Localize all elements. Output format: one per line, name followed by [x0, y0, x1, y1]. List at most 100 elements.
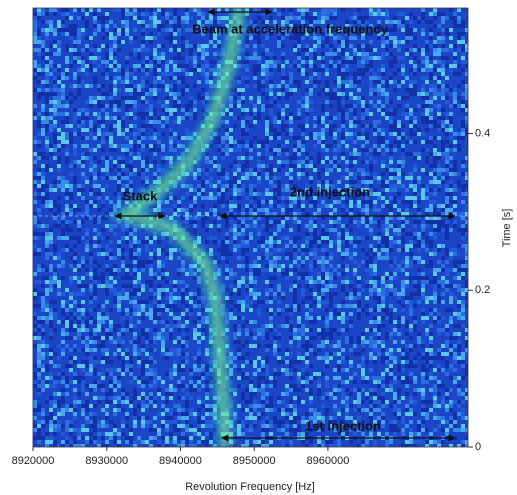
speckle	[173, 92, 177, 96]
speckle	[121, 116, 125, 120]
speckle	[241, 172, 245, 176]
speckle	[41, 88, 45, 92]
speckle	[377, 128, 381, 132]
speckle	[317, 12, 321, 16]
speckle	[389, 160, 393, 164]
speckle	[129, 248, 133, 252]
speckle	[449, 284, 453, 288]
speckle	[313, 248, 317, 252]
speckle	[133, 124, 137, 128]
speckle	[33, 284, 37, 288]
speckle	[401, 112, 405, 116]
speckle	[201, 180, 205, 184]
speckle	[205, 16, 209, 20]
speckle	[101, 188, 105, 192]
speckle	[333, 48, 337, 52]
speckle	[333, 64, 337, 68]
speckle	[385, 80, 389, 84]
speckle	[89, 32, 93, 36]
speckle	[237, 224, 241, 228]
speckle	[321, 16, 325, 20]
speckle	[49, 172, 53, 176]
speckle	[73, 112, 77, 116]
speckle	[37, 276, 41, 280]
speckle	[297, 116, 301, 120]
speckle	[269, 204, 273, 208]
speckle	[269, 224, 273, 228]
speckle	[57, 264, 61, 268]
speckle	[41, 276, 45, 280]
speckle	[145, 40, 149, 44]
speckle	[225, 244, 229, 248]
speckle	[377, 168, 381, 172]
speckle	[245, 152, 249, 156]
speckle	[429, 208, 433, 212]
speckle	[297, 124, 301, 128]
speckle	[337, 100, 341, 104]
speckle	[453, 184, 457, 188]
speckle	[121, 68, 125, 72]
speckle	[249, 168, 253, 172]
speckle	[321, 116, 325, 120]
speckle	[261, 108, 265, 112]
speckle	[289, 256, 293, 260]
speckle	[37, 96, 41, 100]
speckle	[409, 160, 413, 164]
speckle	[197, 76, 201, 80]
speckle	[313, 16, 317, 20]
speckle	[317, 136, 321, 140]
speckle	[73, 164, 77, 168]
speckle	[325, 16, 329, 20]
speckle	[345, 68, 349, 72]
speckle	[181, 80, 185, 84]
speckle	[461, 80, 465, 84]
speckle	[413, 36, 417, 40]
speckle	[353, 240, 357, 244]
speckle	[109, 48, 113, 52]
speckle	[457, 212, 461, 216]
speckle	[445, 284, 449, 288]
speckle	[45, 140, 49, 144]
speckle	[305, 268, 309, 272]
speckle	[393, 176, 397, 180]
speckle	[133, 88, 137, 92]
speckle	[301, 248, 305, 252]
speckle	[433, 144, 437, 148]
speckle	[353, 60, 357, 64]
speckle	[297, 168, 301, 172]
speckle	[97, 276, 101, 280]
speckle	[117, 40, 121, 44]
speckle	[77, 76, 81, 80]
speckle	[201, 208, 205, 212]
speckle	[101, 36, 105, 40]
speckle	[337, 40, 341, 44]
speckle	[133, 100, 137, 104]
speckle	[377, 224, 381, 228]
speckle	[85, 64, 89, 68]
speckle	[93, 44, 97, 48]
speckle	[81, 116, 85, 120]
speckle	[173, 64, 177, 68]
speckle	[205, 80, 209, 84]
speckle	[85, 136, 89, 140]
speckle	[413, 152, 417, 156]
speckle	[401, 164, 405, 168]
speckle	[457, 276, 461, 280]
speckle	[281, 268, 285, 272]
speckle	[81, 60, 85, 64]
speckle	[417, 224, 421, 228]
speckle	[169, 32, 173, 36]
speckle	[345, 80, 349, 84]
speckle	[93, 112, 97, 116]
speckle	[193, 232, 197, 236]
speckle	[401, 224, 405, 228]
speckle	[153, 108, 157, 112]
speckle	[57, 104, 61, 108]
speckle	[53, 44, 57, 48]
speckle	[453, 88, 457, 92]
speckle	[281, 236, 285, 240]
speckle	[245, 132, 249, 136]
speckle	[61, 264, 65, 268]
speckle	[245, 288, 249, 292]
speckle	[141, 160, 145, 164]
